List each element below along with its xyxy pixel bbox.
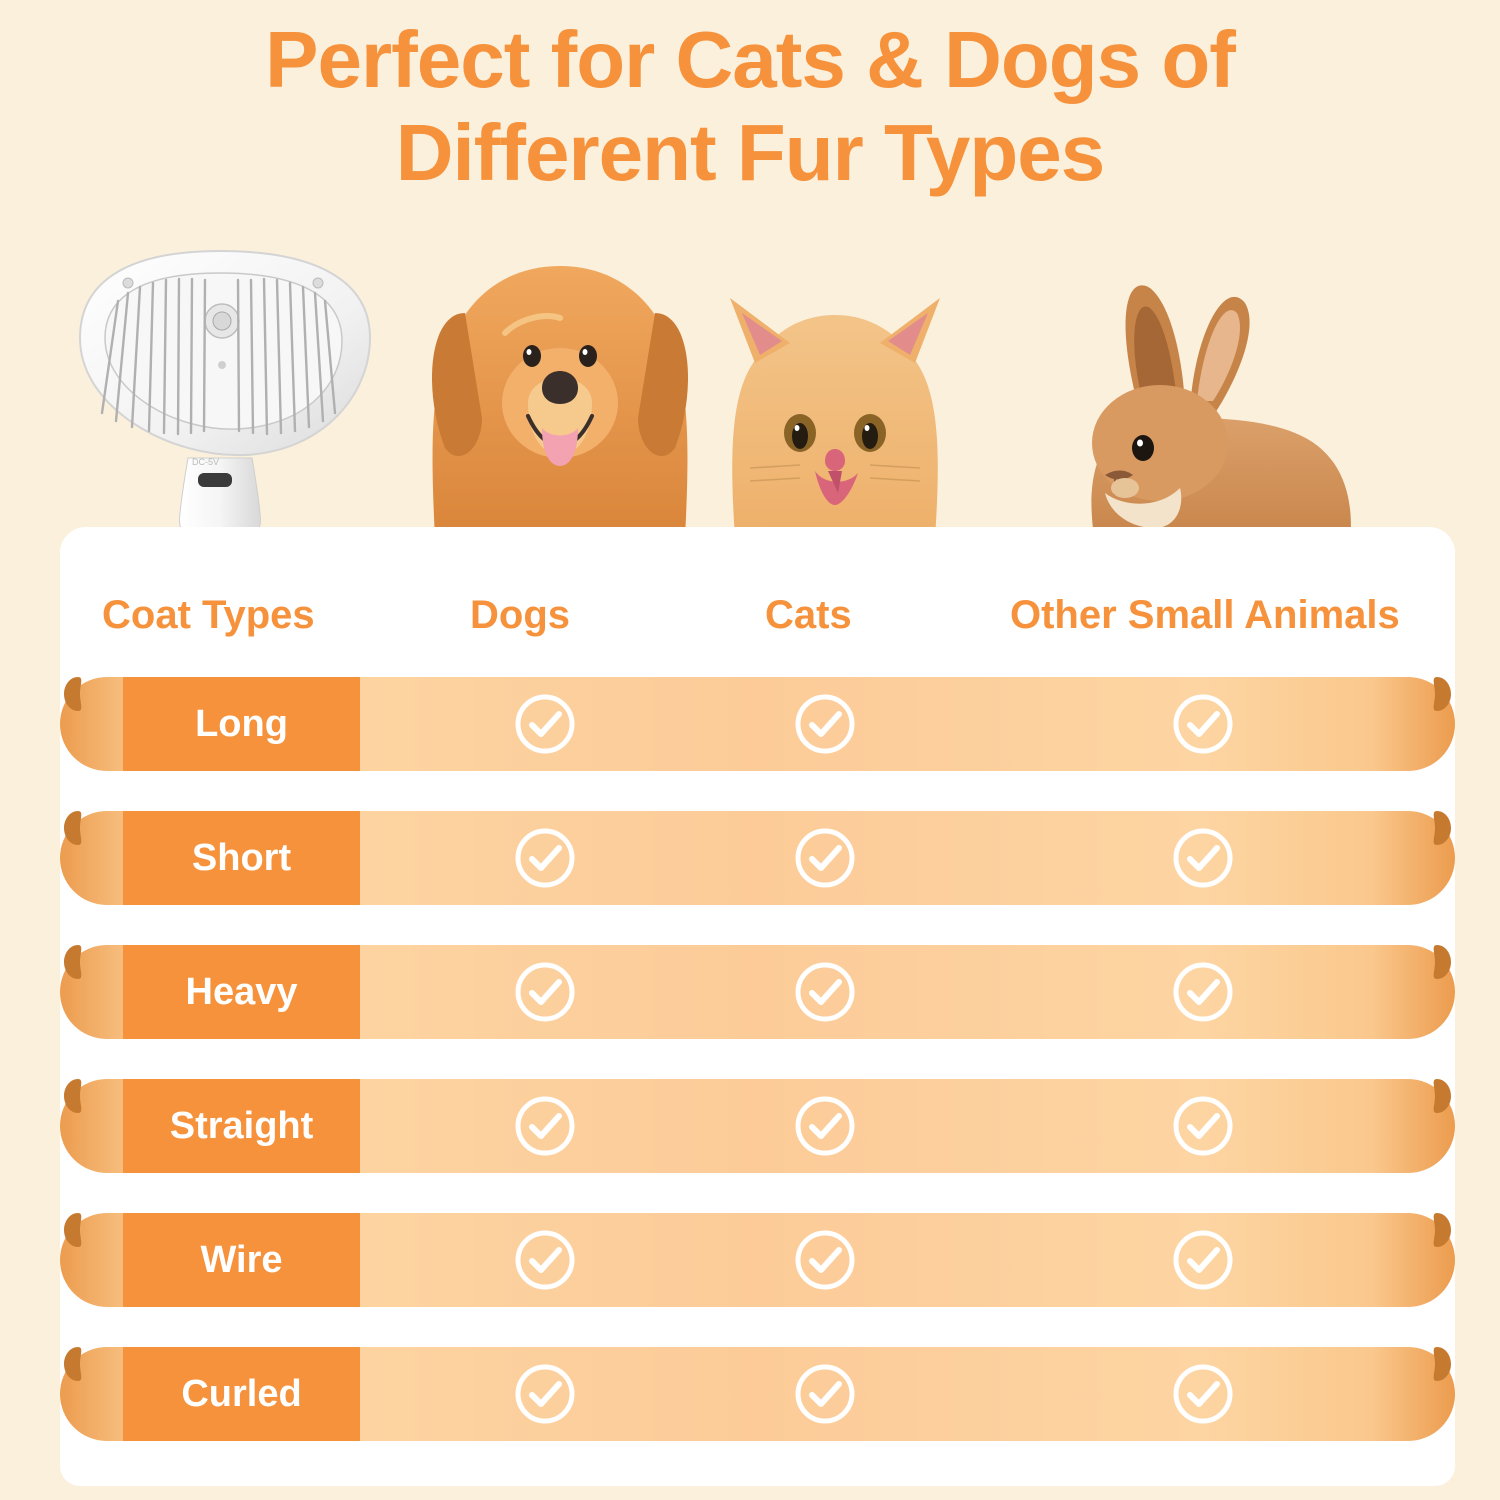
svg-text:DC-5V: DC-5V xyxy=(192,457,219,467)
